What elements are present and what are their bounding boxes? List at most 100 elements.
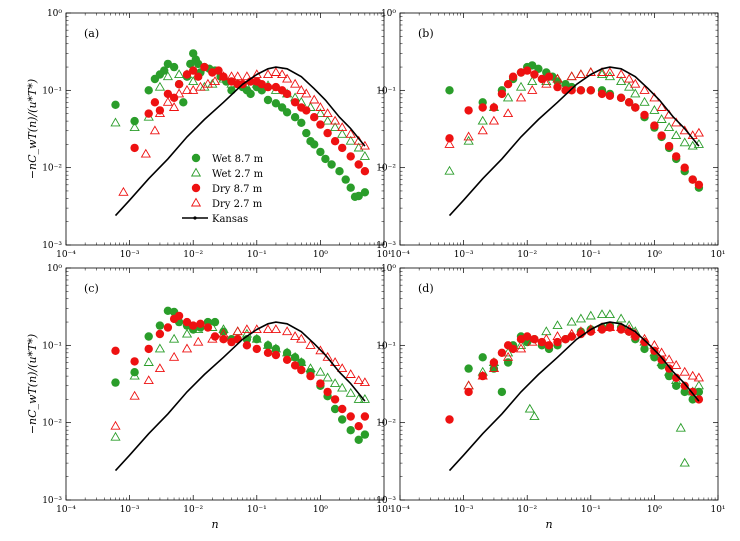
data-point (463, 135, 474, 145)
data-point (330, 395, 340, 404)
data-point (552, 320, 563, 330)
y-tick-label: 10⁻² (376, 164, 396, 174)
data-point (322, 351, 333, 361)
data-point (207, 333, 218, 343)
data-point (118, 186, 129, 196)
data-point (290, 331, 301, 341)
data-point (359, 151, 370, 160)
data-point (210, 332, 220, 341)
data-point (596, 67, 608, 76)
data-point (346, 152, 355, 161)
data-point (144, 86, 153, 95)
y-tick-label: 10⁻¹ (42, 86, 62, 96)
data-point (656, 114, 667, 123)
data-point (282, 108, 292, 117)
data-point (515, 343, 527, 353)
data-point (552, 331, 563, 341)
data-point (575, 69, 587, 79)
data-point (337, 122, 348, 132)
data-point (585, 67, 596, 76)
data-point (585, 310, 596, 320)
data-point (143, 357, 154, 366)
data-point (597, 89, 607, 99)
data-point (301, 88, 312, 98)
data-point (541, 333, 552, 343)
data-point (154, 343, 166, 353)
data-point (219, 72, 228, 81)
x-tick-label: 10¹ (710, 505, 725, 515)
data-point (202, 78, 213, 88)
data-point (345, 369, 356, 378)
data-point (174, 80, 184, 89)
data-point (616, 322, 627, 331)
data-point (263, 348, 273, 357)
data-point (282, 326, 293, 336)
data-point (130, 357, 139, 366)
data-point (182, 70, 192, 79)
data-point (544, 72, 554, 81)
data-point (544, 341, 554, 350)
data-point (528, 61, 537, 70)
data-point (169, 93, 179, 103)
data-point (181, 328, 193, 338)
data-point (154, 81, 166, 91)
panel-label: (b) (418, 27, 434, 40)
data-point (675, 422, 686, 432)
data-point (242, 341, 252, 350)
data-point (174, 69, 185, 79)
data-point (150, 98, 160, 107)
data-point (354, 160, 363, 169)
legend-dot (193, 216, 197, 220)
data-point (193, 336, 204, 346)
data-point (271, 350, 281, 360)
data-point (160, 66, 169, 75)
panel-label: (c) (84, 282, 99, 295)
data-point (567, 86, 576, 95)
data-point (168, 351, 180, 361)
data-point (503, 80, 513, 89)
data-point (657, 131, 666, 140)
x-tick-label: 10⁻¹ (247, 505, 267, 515)
data-point (262, 339, 274, 349)
data-point (154, 363, 166, 373)
data-point (616, 76, 627, 86)
x-tick-label: 10⁻¹ (581, 250, 601, 260)
data-point (190, 167, 202, 177)
data-point (566, 71, 577, 81)
data-point (315, 345, 326, 355)
data-point (567, 332, 576, 341)
data-point (316, 379, 325, 388)
data-point (110, 420, 121, 430)
data-point (323, 387, 332, 397)
data-point (232, 326, 243, 336)
data-point (596, 69, 608, 79)
data-point (246, 89, 255, 99)
data-point (663, 354, 675, 364)
data-point (190, 197, 202, 207)
legend: Wet 8.7 m Wet 2.7 m Dry 8.7 m Dry 2.7 m Kans… (182, 153, 264, 225)
data-point (502, 351, 514, 361)
data-point (129, 122, 140, 132)
data-point (290, 361, 300, 370)
data-point (270, 67, 282, 76)
data-point (575, 326, 587, 336)
data-point (541, 78, 552, 88)
data-point (310, 140, 319, 149)
data-point (576, 86, 586, 95)
panel-d: 10⁻⁴ 10⁻³ 10⁻² 10⁻¹ 10⁰ 10¹10⁻³10⁻²10⁻¹10⁰(d)… (376, 264, 725, 531)
y-tick-label: 10⁻² (376, 419, 396, 429)
data-point (338, 415, 347, 424)
series-wet-2-7-m (463, 309, 704, 467)
data-point (179, 98, 188, 107)
data-point (309, 94, 320, 104)
data-point (650, 121, 659, 130)
x-tick-label: 10⁻³ (454, 250, 474, 260)
data-point (214, 66, 223, 75)
data-point (502, 108, 514, 118)
y-tick-label: 10⁻³ (376, 241, 396, 251)
plot-frame (399, 12, 719, 246)
data-point (354, 435, 363, 444)
kansas-curve (448, 66, 700, 217)
data-point (639, 96, 650, 106)
data-point (672, 152, 681, 161)
